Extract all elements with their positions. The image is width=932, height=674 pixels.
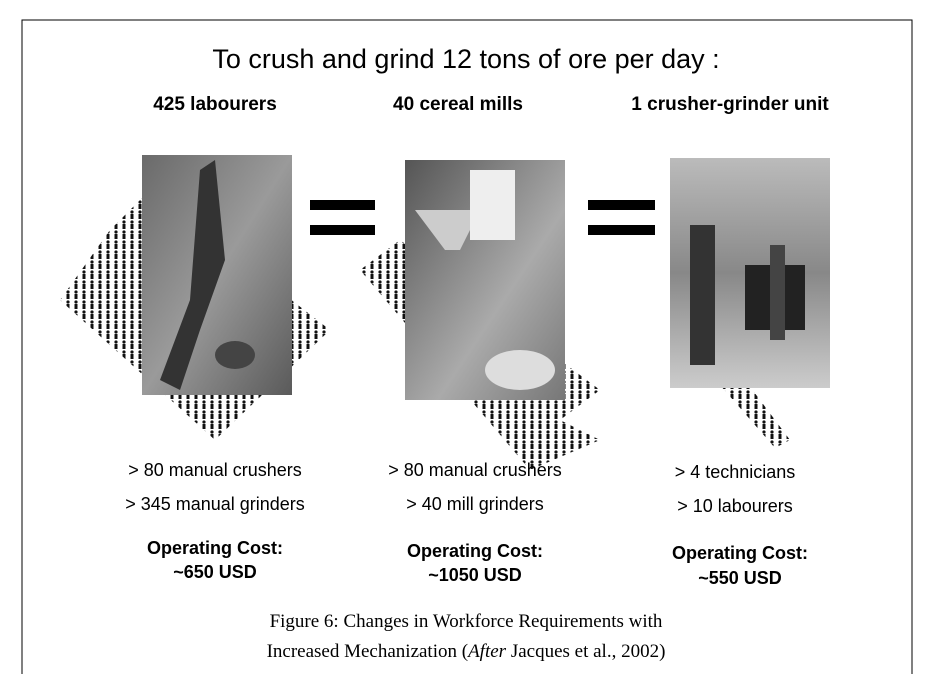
caption: Figure 6: Changes in Workforce Requireme… bbox=[270, 611, 663, 632]
column-line: > 40 mill grinders bbox=[406, 494, 544, 514]
equals-sign bbox=[310, 225, 375, 235]
equals-sign bbox=[588, 225, 655, 235]
photo-figure bbox=[470, 170, 515, 240]
column-heading: 1 crusher-grinder unit bbox=[631, 94, 829, 115]
caption-italic: After bbox=[466, 641, 507, 662]
caption-text: Jacques et al., 2002) bbox=[506, 641, 665, 662]
column-line: > 80 manual crushers bbox=[128, 460, 302, 480]
people-icons bbox=[720, 380, 790, 448]
column-line: > 4 technicians bbox=[675, 462, 796, 482]
figure: To crush and grind 12 tons of ore per da… bbox=[0, 0, 932, 674]
photo-bowl bbox=[485, 350, 555, 390]
photo-figure bbox=[770, 245, 785, 340]
equals-sign bbox=[310, 200, 375, 210]
photo-figure bbox=[690, 225, 715, 365]
equals-sign bbox=[588, 200, 655, 210]
cost-value: ~1050 USD bbox=[428, 565, 522, 585]
caption: Increased Mechanization (After Jacques e… bbox=[267, 641, 666, 662]
cost-value: ~650 USD bbox=[173, 562, 257, 582]
photo-object bbox=[215, 341, 255, 369]
title: To crush and grind 12 tons of ore per da… bbox=[212, 44, 719, 74]
cost-label: Operating Cost: bbox=[672, 543, 808, 563]
column-line: > 10 labourers bbox=[677, 496, 793, 516]
column-line: > 80 manual crushers bbox=[388, 460, 562, 480]
column-heading: 40 cereal mills bbox=[393, 94, 523, 115]
cost-label: Operating Cost: bbox=[407, 541, 543, 561]
column-heading: 425 labourers bbox=[153, 94, 277, 115]
cost-label: Operating Cost: bbox=[147, 538, 283, 558]
cost-value: ~550 USD bbox=[698, 568, 782, 588]
column-line: > 345 manual grinders bbox=[125, 494, 305, 514]
caption-text: Increased Mechanization ( bbox=[267, 641, 469, 662]
